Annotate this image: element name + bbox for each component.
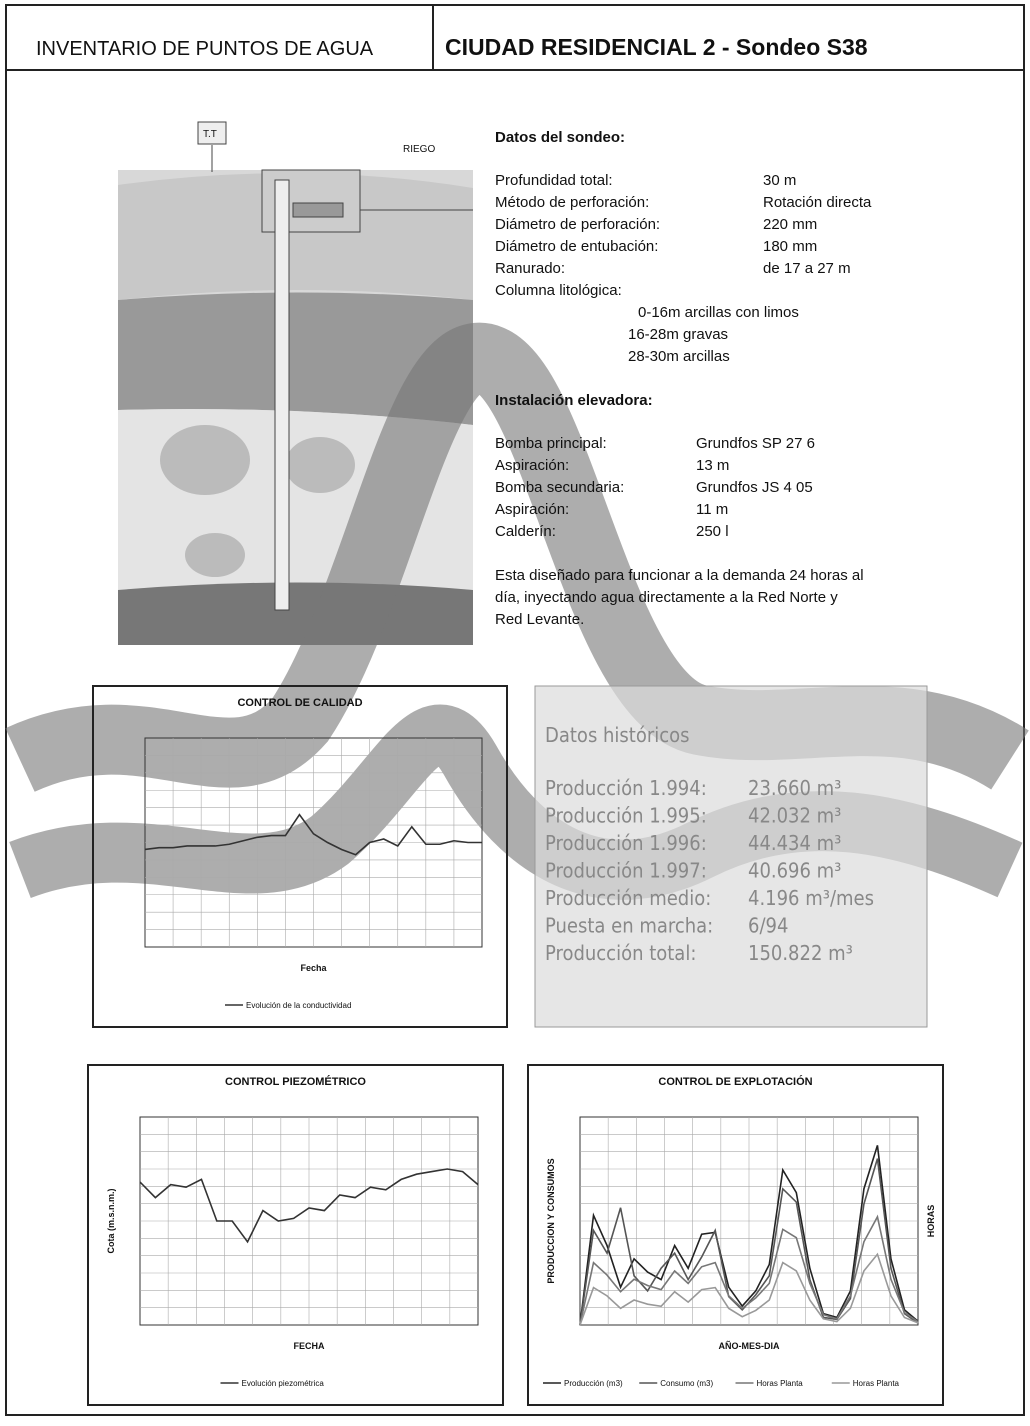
hist-value: 44.434 m³ — [748, 831, 841, 855]
legend-label: Evolución de la conductividad — [246, 1001, 351, 1010]
x-axis-label: AÑO-MES-DIA — [719, 1341, 780, 1351]
field-label: Aspiración: — [495, 501, 569, 518]
x-axis-label: FECHA — [294, 1341, 325, 1351]
chart-frame — [87, 1064, 504, 1406]
field-label: Ranurado: — [495, 260, 565, 277]
layer: 0-16m arcillas con limos — [638, 304, 799, 321]
header-title: CIUDAD RESIDENCIAL 2 - Sondeo S38 — [445, 34, 868, 60]
diagram-box: T.T — [203, 129, 217, 140]
field-label: Bomba principal: — [495, 435, 607, 452]
field-value: 30 m — [763, 172, 796, 189]
hist-label: Puesta en marcha: — [545, 914, 713, 938]
hist-value: 6/94 — [748, 914, 788, 938]
y-axis-label: PRODUCCION Y CONSUMOS — [546, 1158, 556, 1283]
historicos-box — [534, 685, 928, 1028]
hist-label: Producción medio: — [545, 886, 711, 910]
layer: 16-28m gravas — [628, 326, 728, 343]
hist-value: 150.822 m³ — [748, 941, 853, 965]
chart-frame — [527, 1064, 944, 1406]
legend-label: Horas Planta — [853, 1379, 900, 1388]
field-value: 11 m — [696, 501, 728, 518]
columna-label: Columna litológica: — [495, 282, 622, 299]
field-label: Diámetro de entubación: — [495, 238, 658, 255]
x-axis-label: Fecha — [300, 963, 327, 973]
note: Esta diseñado para funcionar a la demand… — [495, 567, 864, 584]
chart-title: CONTROL PIEZOMÉTRICO — [225, 1075, 366, 1088]
y-axis-label: Cota (m.s.n.m.) — [106, 1188, 116, 1253]
page-border — [5, 4, 1025, 1416]
hist-value: 42.032 m³ — [748, 804, 841, 828]
field-value: de 17 a 27 m — [763, 260, 851, 277]
series-line — [579, 1145, 919, 1326]
hist-label: Producción 1.996: — [545, 831, 707, 855]
field-label: Aspiración: — [495, 457, 569, 474]
field-value: 13 m — [696, 457, 729, 474]
hist-label: Producción 1.997: — [545, 859, 707, 883]
historicos-heading: Datos históricos — [545, 723, 690, 747]
hist-value: 4.196 m³/mes — [748, 886, 874, 910]
field-value: 250 l — [696, 523, 729, 540]
legend-label: Evolución piezométrica — [242, 1379, 325, 1388]
hist-label: Producción total: — [545, 941, 696, 965]
header-left: INVENTARIO DE PUNTOS DE AGUA — [36, 38, 374, 60]
diagram-label: RIEGO — [403, 144, 435, 155]
chart-title: CONTROL DE EXPLOTACIÓN — [658, 1075, 812, 1088]
field-value: Grundfos SP 27 6 — [696, 435, 815, 452]
legend-label: Consumo (m3) — [660, 1379, 713, 1388]
field-value: Grundfos JS 4 05 — [696, 479, 813, 496]
field-label: Método de perforación: — [495, 194, 649, 211]
chart-title: CONTROL DE CALIDAD — [237, 697, 362, 709]
note: Red Levante. — [495, 611, 584, 628]
field-label: Bomba secundaria: — [495, 479, 624, 496]
series-line — [579, 1252, 919, 1326]
chart-frame — [92, 685, 508, 1028]
field-label: Diámetro de perforación: — [495, 216, 660, 233]
legend-label: Producción (m3) — [564, 1379, 623, 1388]
series-line — [144, 813, 482, 856]
field-value: Rotación directa — [763, 194, 872, 211]
field-value: 220 mm — [763, 216, 817, 233]
hist-label: Producción 1.995: — [545, 804, 707, 828]
legend-label: Horas Planta — [757, 1379, 804, 1388]
layer: 28-30m arcillas — [628, 348, 730, 365]
hist-label: Producción 1.994: — [545, 776, 707, 800]
y2-axis-label: HORAS — [926, 1205, 936, 1238]
field-label: Profundidad total: — [495, 172, 613, 189]
instalacion-heading: Instalación elevadora: — [495, 392, 653, 409]
sondeo-heading: Datos del sondeo: — [495, 129, 625, 146]
field-label: Calderín: — [495, 523, 556, 540]
series-line — [139, 1168, 479, 1244]
field-value: 180 mm — [763, 238, 817, 255]
note: día, inyectando agua directamente a la R… — [495, 589, 838, 606]
hist-value: 40.696 m³ — [748, 859, 841, 883]
series-line — [579, 1214, 919, 1326]
hist-value: 23.660 m³ — [748, 776, 841, 800]
